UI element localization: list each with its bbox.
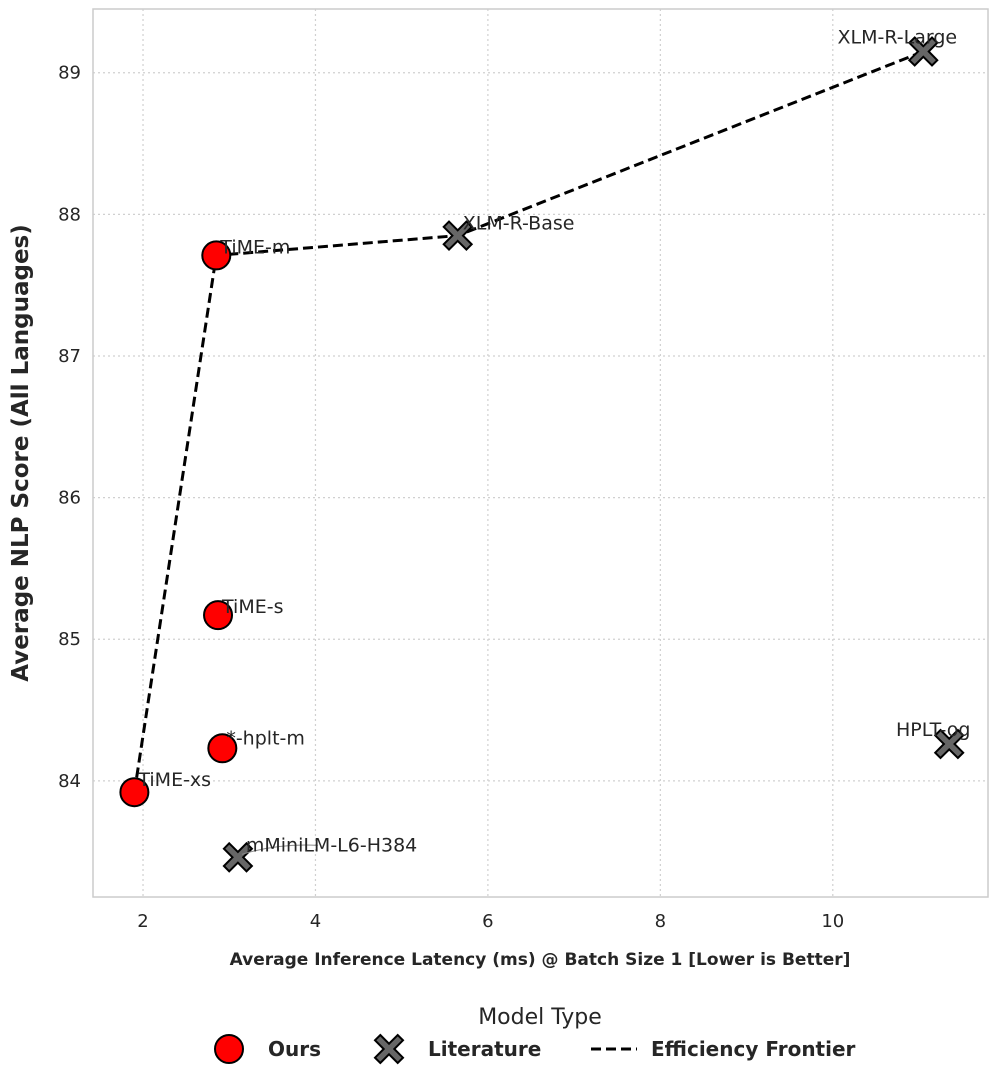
point-label: XLM-R-Base bbox=[463, 213, 575, 235]
point-ours bbox=[201, 240, 232, 271]
legend-marker-x bbox=[373, 1033, 405, 1065]
x-tick-label: 4 bbox=[310, 911, 321, 932]
point-label: HPLT-og bbox=[896, 719, 970, 741]
y-axis-title: Average NLP Score (All Languages) bbox=[8, 224, 34, 681]
y-tick-label: 86 bbox=[58, 488, 81, 509]
y-tick-label: 84 bbox=[58, 771, 81, 792]
point-labels: TiME-xs TiME-s TiME-m *-hplt-m XLM-R-Base XLM… bbox=[137, 26, 970, 856]
grid bbox=[93, 9, 988, 897]
point-ours bbox=[203, 600, 234, 631]
x-axis-title: Average Inference Latency (ms) @ Batch S… bbox=[230, 950, 851, 970]
legend: Model Type Ours Literature Efficiency Fron… bbox=[214, 1005, 856, 1065]
point-label: XLM-R-Large bbox=[838, 26, 958, 48]
tick-labels: 2 4 6 8 10 84 85 86 87 88 89 bbox=[58, 63, 844, 932]
efficiency-frontier bbox=[132, 50, 924, 793]
frontier-line bbox=[132, 50, 924, 793]
x-tick-label: 6 bbox=[482, 911, 493, 932]
point-ours bbox=[207, 733, 238, 764]
point-label: TiME-xs bbox=[137, 769, 211, 791]
y-tick-label: 88 bbox=[58, 204, 81, 225]
point-ours bbox=[119, 777, 150, 808]
point-literature bbox=[222, 841, 254, 873]
point-label: TiME-s bbox=[221, 596, 283, 618]
y-tick-label: 87 bbox=[58, 346, 81, 367]
legend-label: Ours bbox=[268, 1037, 321, 1061]
x-tick-label: 10 bbox=[821, 911, 844, 932]
point-label: TiME-m bbox=[219, 236, 290, 258]
legend-marker-circle bbox=[214, 1034, 244, 1064]
label-connector bbox=[241, 844, 318, 855]
legend-title: Model Type bbox=[478, 1005, 602, 1030]
y-tick-label: 89 bbox=[58, 63, 81, 84]
point-label: *-hplt-m bbox=[226, 727, 305, 749]
legend-label: Efficiency Frontier bbox=[651, 1037, 856, 1061]
legend-entries: Ours Literature Efficiency Frontier bbox=[214, 1033, 856, 1065]
data-points bbox=[119, 36, 965, 873]
y-tick-label: 85 bbox=[58, 629, 81, 650]
point-literature bbox=[907, 36, 939, 67]
x-tick-label: 2 bbox=[137, 911, 148, 932]
legend-label: Literature bbox=[428, 1037, 541, 1061]
point-literature bbox=[442, 220, 474, 252]
x-tick-label: 8 bbox=[655, 911, 666, 932]
point-literature bbox=[933, 728, 965, 760]
point-label: mMiniLM-L6-H384 bbox=[246, 834, 417, 856]
plot-frame bbox=[92, 8, 989, 898]
